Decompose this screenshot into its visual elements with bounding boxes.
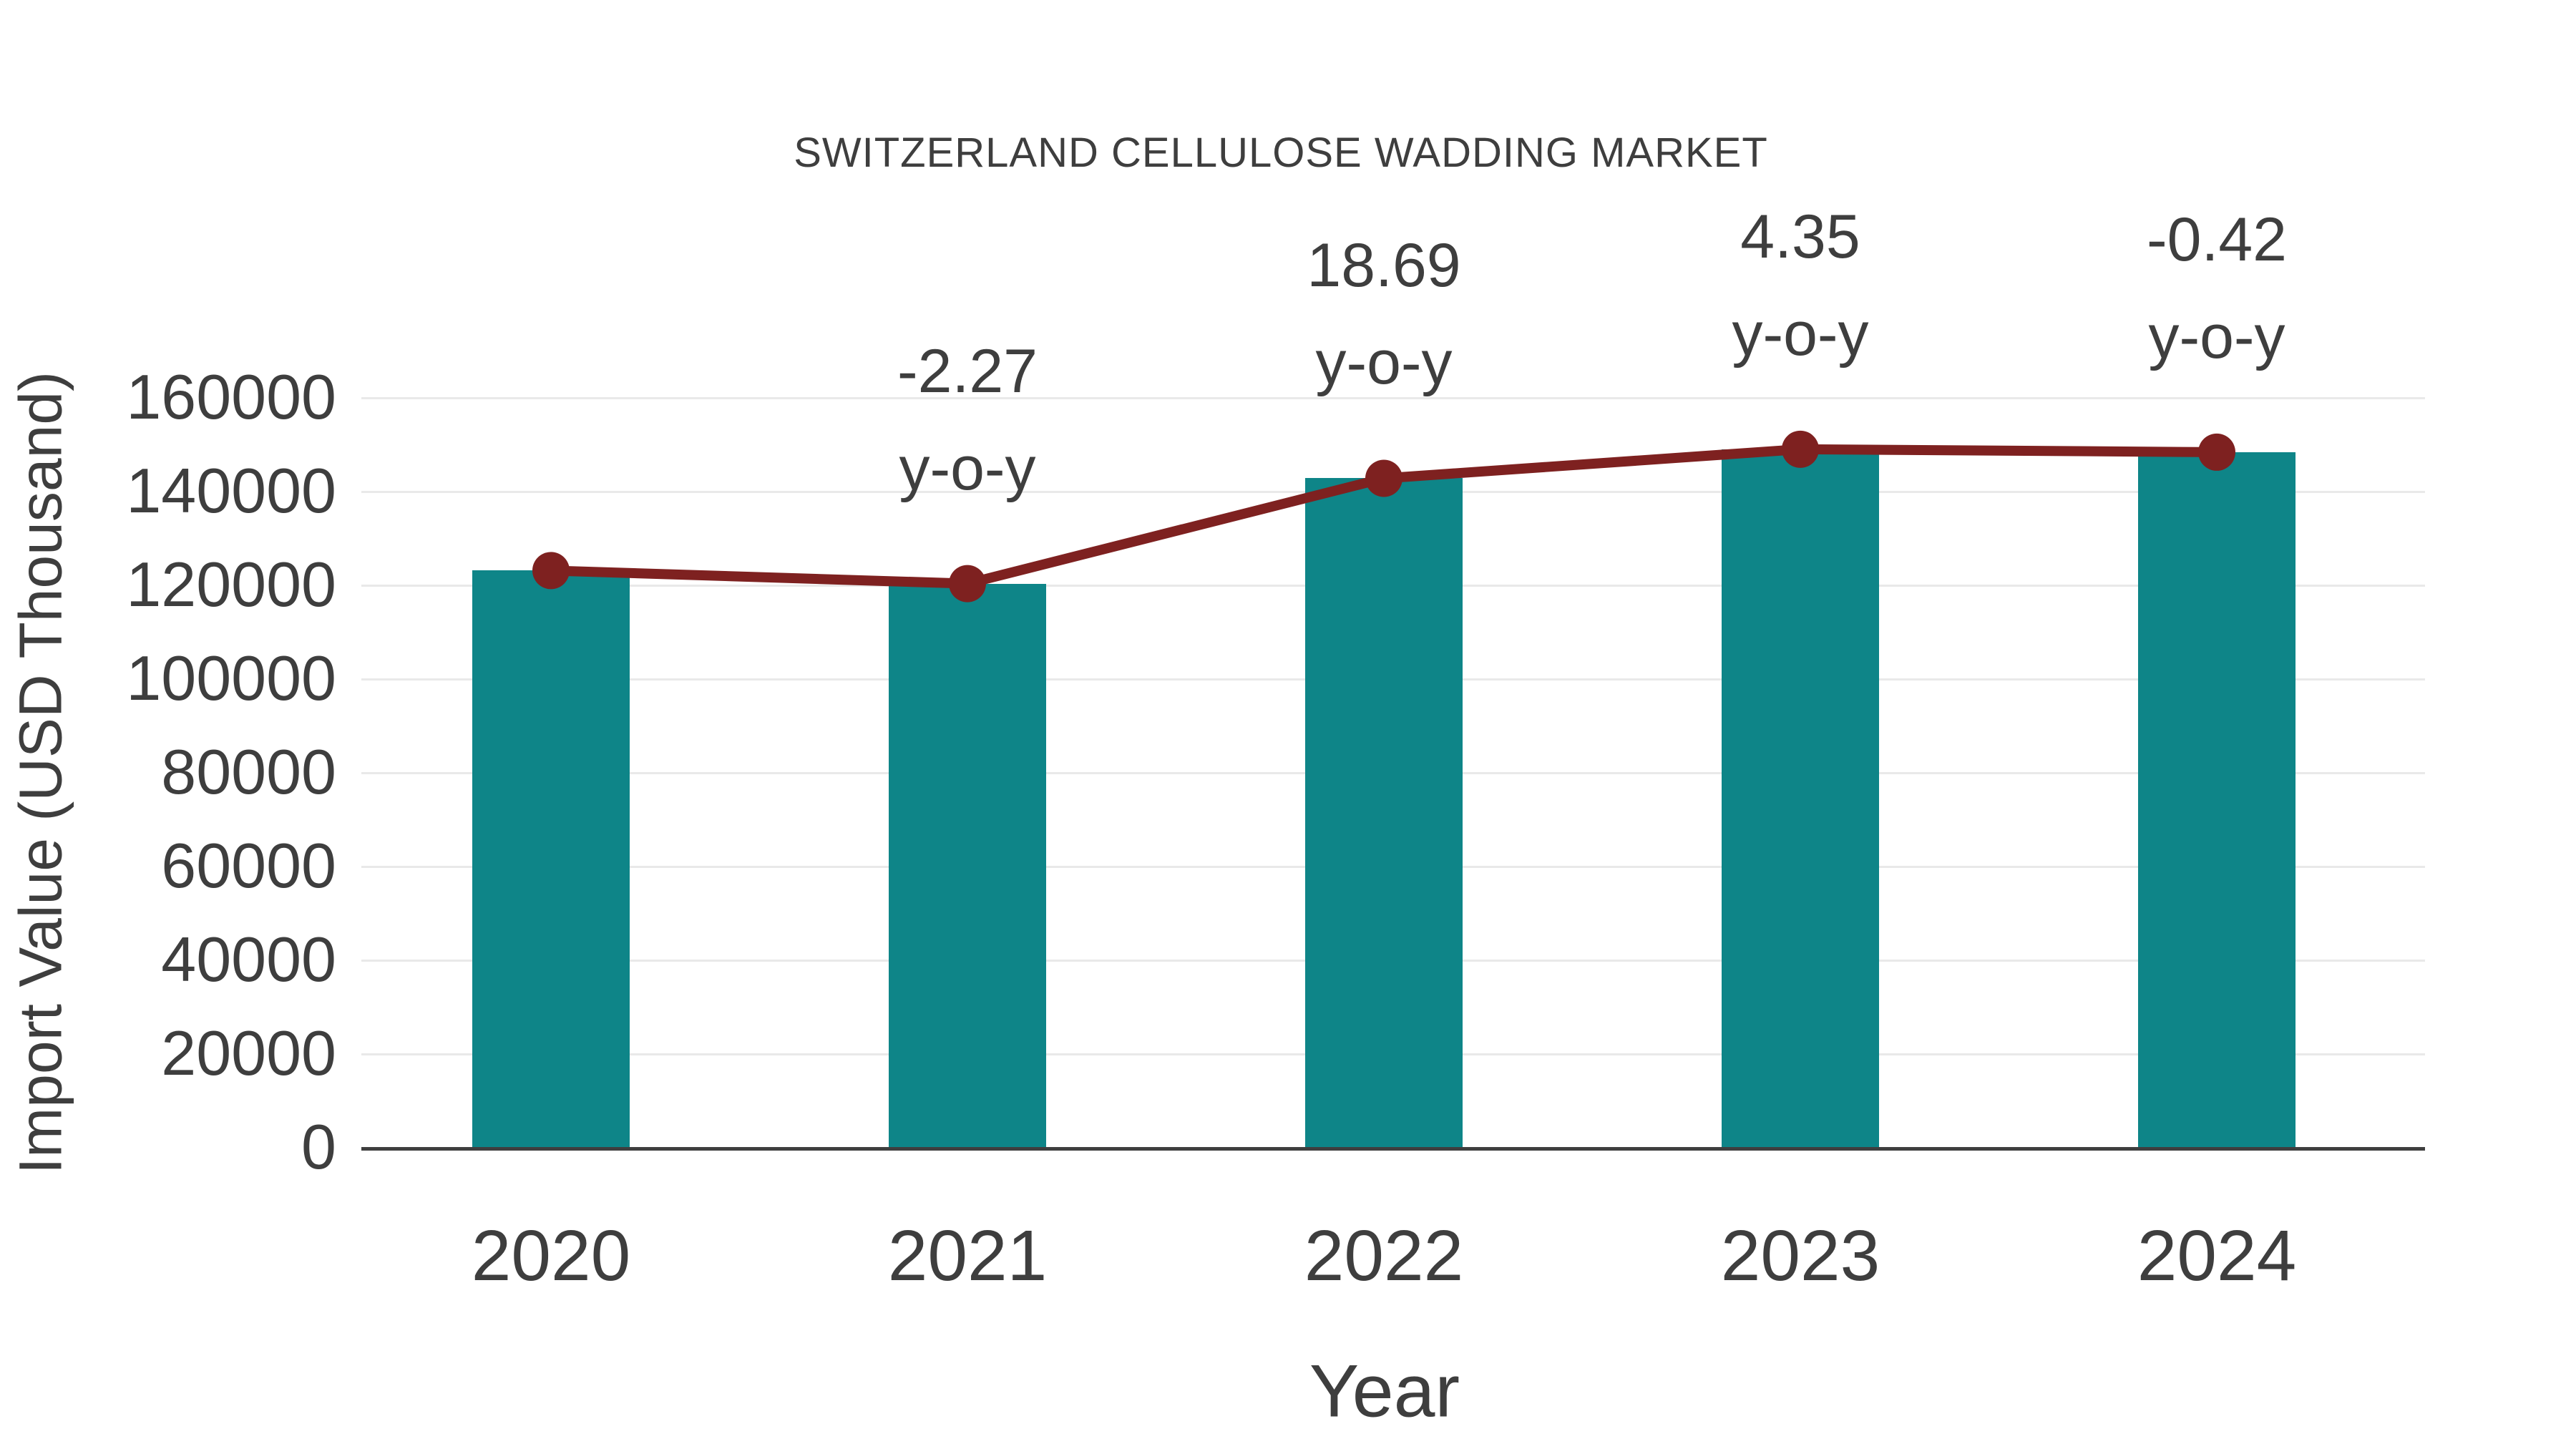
bar-2020	[472, 570, 630, 1147]
annotation-2024: -0.42 y-o-y	[1966, 191, 2467, 386]
trend-marker-2022	[1365, 459, 1402, 497]
annotation-value: -2.27	[897, 336, 1038, 406]
chart-title: SWITZERLAND CELLULOSE WADDING MARKET	[794, 130, 1768, 176]
annotation-value: -0.42	[2146, 205, 2288, 274]
y-tick-label-80000: 80000	[161, 736, 336, 807]
annotation-value: 4.35	[1740, 202, 1860, 271]
x-tick-label-2021: 2021	[887, 1216, 1048, 1296]
bar-2021	[889, 583, 1046, 1147]
annotation-suffix: y-o-y	[1732, 299, 1869, 369]
y-tick-label-100000: 100000	[126, 643, 336, 713]
bar-2023	[1722, 449, 1879, 1147]
y-tick-label-60000: 60000	[161, 830, 336, 901]
annotation-2023: 4.35 y-o-y	[1550, 188, 2051, 383]
bar-2024	[2138, 452, 2296, 1147]
x-tick-label-2022: 2022	[1304, 1216, 1464, 1296]
trend-marker-2021	[949, 565, 986, 602]
annotation-suffix: y-o-y	[2148, 302, 2285, 371]
y-tick-label-120000: 120000	[126, 549, 336, 620]
x-axis-line	[361, 1147, 2425, 1151]
x-tick-label-2024: 2024	[2137, 1216, 2297, 1296]
x-tick-label-2020: 2020	[471, 1216, 631, 1296]
y-tick-label-140000: 140000	[126, 455, 336, 526]
annotation-value: 18.69	[1307, 231, 1461, 301]
trend-marker-2020	[532, 552, 570, 590]
trend-marker-2024	[2198, 433, 2235, 471]
x-axis-title: Year	[1309, 1350, 1460, 1433]
y-tick-label-40000: 40000	[161, 924, 336, 995]
bar-2022	[1305, 478, 1463, 1147]
y-tick-label-0: 0	[301, 1111, 336, 1182]
gridline-160000	[361, 397, 2425, 399]
annotation-suffix: y-o-y	[1315, 328, 1453, 398]
y-tick-label-160000: 160000	[126, 361, 336, 432]
annotation-2021: -2.27 y-o-y	[717, 323, 1218, 517]
x-tick-label-2023: 2023	[1720, 1216, 1880, 1296]
trend-marker-2023	[1782, 430, 1819, 468]
annotation-2022: 18.69 y-o-y	[1133, 217, 1634, 411]
y-tick-label-20000: 20000	[161, 1018, 336, 1088]
annotation-suffix: y-o-y	[899, 434, 1036, 503]
